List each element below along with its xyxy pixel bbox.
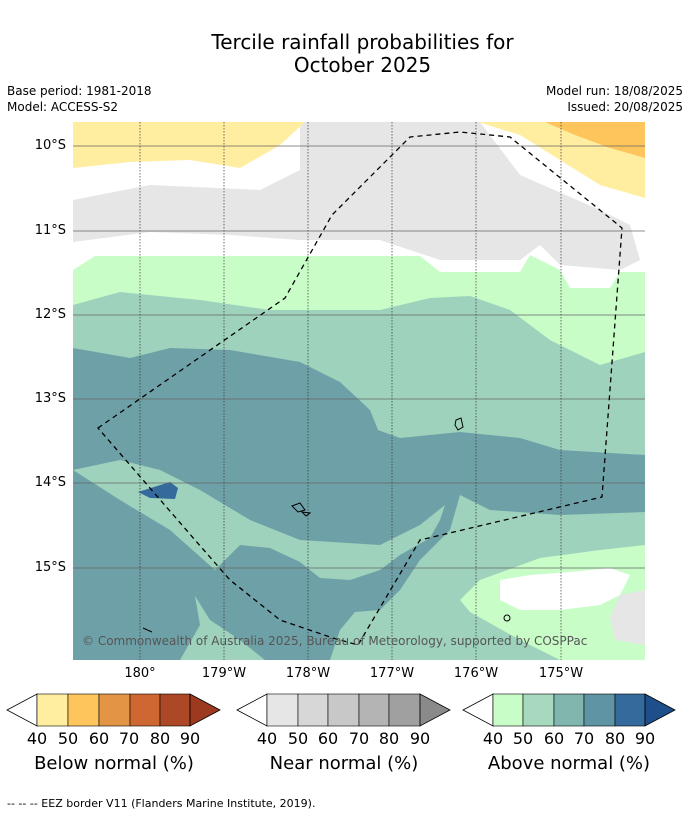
colorbar-tick: 70 <box>118 729 140 748</box>
colorbar-max-arrow <box>189 693 221 727</box>
below-normal-region-left <box>73 122 305 168</box>
lat-label: 10°S <box>34 138 66 153</box>
longitude-gridlines <box>139 122 562 660</box>
colorbar-tick: 50 <box>287 729 309 748</box>
lat-label: 14°S <box>34 475 66 490</box>
lon-label: 180° <box>124 666 156 681</box>
map-title: Tercile rainfall probabilities for Octob… <box>0 31 690 77</box>
lon-label: 177°W <box>369 666 415 681</box>
colorbar-tick: 70 <box>348 729 370 748</box>
island-outline <box>142 627 153 633</box>
issued-date: Issued: 20/08/2025 <box>567 100 683 114</box>
island-outline <box>300 511 312 517</box>
colorbar-tick: 90 <box>634 729 656 748</box>
title-line-1: Tercile rainfall probabilities for <box>211 30 514 54</box>
below-normal-50-region <box>545 122 645 158</box>
colorbar-tick: 80 <box>378 729 400 748</box>
lat-label: 12°S <box>34 307 66 322</box>
colorbar-below-normal <box>6 693 221 727</box>
model-run: Model run: 18/08/2025 <box>545 84 683 98</box>
near-normal-region <box>73 122 640 270</box>
colorbar-swatch <box>492 693 524 727</box>
island-outline <box>454 417 464 431</box>
meta-left: Base period: 1981-2018 Model: ACCESS-S2 <box>7 83 152 115</box>
colorbar-tick: 70 <box>573 729 595 748</box>
colorbar-min-arrow <box>236 693 268 727</box>
colorbar-tick: 80 <box>149 729 171 748</box>
colorbar-swatch <box>358 693 390 727</box>
colorbar-tick: 80 <box>604 729 626 748</box>
colorbar-swatch <box>159 693 191 727</box>
title-line-2: October 2025 <box>293 53 432 77</box>
colorbar-swatch <box>266 693 299 727</box>
colorbar-tick: 40 <box>256 729 278 748</box>
above-normal-60-region <box>73 348 645 660</box>
near-normal-patch-bottom <box>610 590 645 645</box>
colorbar-swatch <box>36 693 69 727</box>
colorbar-label-below: Below normal (%) <box>34 753 194 774</box>
colorbar-near-normal <box>236 693 451 727</box>
colorbar-tick: 40 <box>482 729 504 748</box>
colorbar-tick: 90 <box>179 729 201 748</box>
colorbar-label-near: Near normal (%) <box>269 753 419 774</box>
colorbar-swatch <box>327 693 360 727</box>
colorbar-tick: 50 <box>57 729 79 748</box>
lat-label: 13°S <box>34 391 66 406</box>
colorbar-swatch <box>67 693 100 727</box>
above-normal-80-region <box>138 482 178 499</box>
island-outline <box>291 502 306 513</box>
colorbar-swatch <box>522 693 555 727</box>
colorbar-max-arrow <box>419 693 451 727</box>
colorbar-tick: 60 <box>88 729 110 748</box>
copyright-notice: © Commonwealth of Australia 2025, Bureau… <box>82 634 588 648</box>
latitude-gridlines <box>73 145 645 569</box>
colorbar-tick: 60 <box>543 729 565 748</box>
colorbar-min-arrow <box>462 693 494 727</box>
lon-label: 176°W <box>453 666 499 681</box>
colorbar-above-normal <box>462 693 676 727</box>
colorbar-tick: 90 <box>409 729 431 748</box>
eez-border <box>97 131 623 646</box>
colorbar-swatch <box>388 693 421 727</box>
above-normal-60-region-2 <box>73 470 215 660</box>
meta-right: Model run: 18/08/2025 Issued: 20/08/2025 <box>546 83 683 115</box>
colorbar-min-arrow <box>6 693 38 727</box>
colorbar-swatch <box>553 693 585 727</box>
lat-label: 11°S <box>34 223 66 238</box>
colorbar-swatch <box>297 693 329 727</box>
colorbar-tick: 60 <box>317 729 339 748</box>
colorbar-label-above: Above normal (%) <box>487 753 651 774</box>
island-outline <box>503 614 511 622</box>
colorbar-tick: 50 <box>512 729 534 748</box>
model-name: Model: ACCESS-S2 <box>7 100 119 114</box>
colorbar-tick: 40 <box>26 729 48 748</box>
base-period: Base period: 1981-2018 <box>7 84 152 98</box>
white-patch-bottom <box>500 568 630 610</box>
colorbar-max-arrow <box>644 693 676 727</box>
colorbar-swatch <box>583 693 616 727</box>
colorbar-swatch <box>129 693 161 727</box>
lon-label: 178°W <box>285 666 331 681</box>
colorbar-swatch <box>614 693 646 727</box>
footer-note: -- -- -- EEZ border V11 (Flanders Marine… <box>7 797 316 810</box>
lat-label: 15°S <box>34 560 66 575</box>
lon-label: 175°W <box>538 666 584 681</box>
lon-label: 179°W <box>201 666 247 681</box>
colorbar-swatch <box>98 693 131 727</box>
